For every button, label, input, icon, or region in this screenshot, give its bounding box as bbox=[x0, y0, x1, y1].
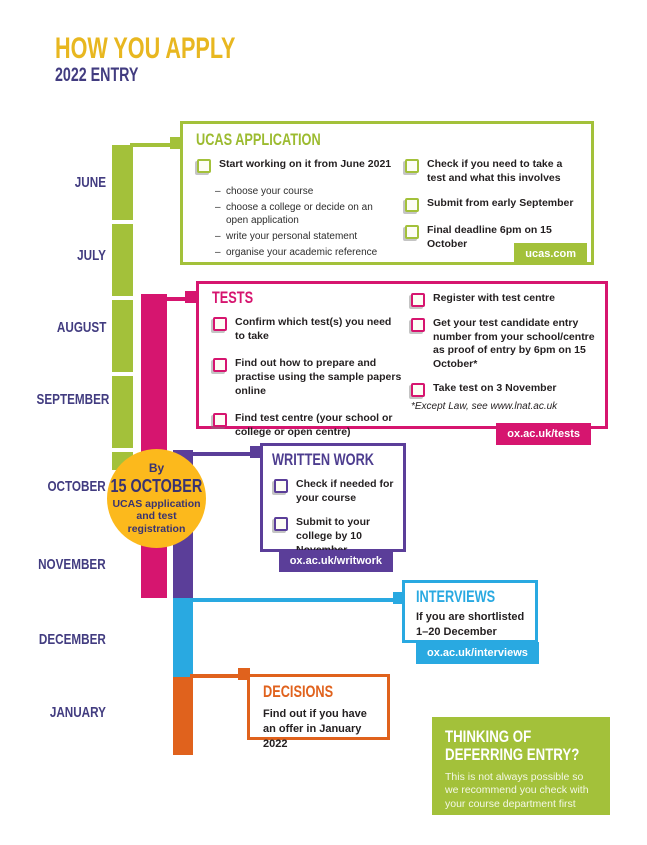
interviews-box: INTERVIEWS If you are shortlisted 1–20 D… bbox=[402, 580, 539, 664]
checklist-item: Start working on it from June 2021 bbox=[197, 158, 397, 173]
month-tick bbox=[112, 372, 133, 376]
ucas-application-box: UCAS APPLICATION Start working on it fro… bbox=[180, 121, 594, 265]
checkbox-icon bbox=[405, 159, 419, 173]
timeline-bar-interviews bbox=[173, 598, 193, 677]
page-title: HOW YOU APPLY bbox=[55, 32, 306, 66]
page-subtitle-text: 2022 ENTRY bbox=[55, 65, 139, 86]
milestone-caption: UCAS application and test registration bbox=[112, 498, 201, 535]
checklist-item: Check if you need to take a test and wha… bbox=[405, 158, 581, 185]
deferring-text: This is not always possible so we recomm… bbox=[445, 770, 589, 810]
checkbox-icon bbox=[213, 358, 227, 373]
written-work-box-title: WRITTEN WORK bbox=[272, 450, 374, 469]
checklist-item-label: Submit from early September bbox=[427, 197, 574, 210]
checkbox-icon bbox=[213, 317, 227, 331]
checklist-item-label: Get your test candidate entry number fro… bbox=[433, 317, 595, 370]
checklist-item-label: Final deadline 6pm on 15 October bbox=[427, 224, 552, 250]
written-work-box: WRITTEN WORK Check if needed for your co… bbox=[260, 443, 406, 572]
checkbox-icon bbox=[405, 225, 419, 240]
checklist-item: Confirm which test(s) you need to take bbox=[213, 316, 403, 343]
checklist-item: Check if needed for your course bbox=[274, 478, 396, 505]
checklist-subitem: organise your academic reference bbox=[215, 246, 397, 259]
tests-link-tag[interactable]: ox.ac.uk/tests bbox=[496, 423, 591, 445]
timeline-bar-ucas bbox=[112, 145, 133, 470]
connector-interviews bbox=[190, 598, 403, 602]
month-label-july: JULY bbox=[77, 247, 106, 264]
checklist-item-label: Start working on it from June 2021 bbox=[219, 158, 392, 170]
checklist-item-label: Find test centre (your school or college… bbox=[235, 412, 393, 438]
ucas-link-tag[interactable]: ucas.com bbox=[514, 243, 587, 265]
checkbox-icon bbox=[411, 293, 425, 307]
page-subtitle: 2022 ENTRY bbox=[55, 65, 166, 87]
timeline-bar-tests bbox=[141, 294, 167, 598]
decisions-box-title: DECISIONS bbox=[263, 682, 334, 701]
month-label-august: AUGUST bbox=[56, 319, 106, 336]
tests-right-column: Register with test centre Get your test … bbox=[411, 292, 599, 412]
checkbox-icon bbox=[411, 382, 425, 397]
interviews-link-tag[interactable]: ox.ac.uk/interviews bbox=[416, 642, 539, 664]
page-title-text: HOW YOU APPLY bbox=[55, 32, 236, 65]
checkbox-icon bbox=[411, 318, 425, 332]
connector-tests bbox=[152, 297, 198, 301]
month-tick bbox=[112, 448, 133, 452]
month-label-november: NOVEMBER bbox=[38, 556, 106, 573]
month-label-september: SEPTEMBER bbox=[36, 391, 110, 408]
checklist-item: Submit to your college by 10 November bbox=[274, 516, 396, 557]
interviews-box-title: INTERVIEWS bbox=[416, 587, 496, 606]
checklist-item: Get your test candidate entry number fro… bbox=[411, 317, 599, 372]
checkbox-icon bbox=[274, 517, 288, 532]
checklist-item-label: Check if needed for your course bbox=[296, 478, 394, 504]
checklist-item: Submit from early September bbox=[405, 197, 581, 213]
ucas-right-column: Check if you need to take a test and wha… bbox=[405, 158, 581, 264]
checkbox-icon bbox=[405, 198, 419, 213]
month-label-january: JANUARY bbox=[49, 704, 106, 721]
deferring-entry-box: THINKING OF DEFERRING ENTRY? This is not… bbox=[432, 717, 610, 815]
connector-ucas bbox=[130, 143, 182, 147]
checklist-item-label: Confirm which test(s) you need to take bbox=[235, 316, 392, 342]
checklist-item: Find test centre (your school or college… bbox=[213, 412, 403, 439]
connector-node-written-work bbox=[250, 446, 262, 458]
checkbox-icon bbox=[213, 413, 227, 428]
connector-decisions bbox=[190, 674, 249, 678]
checkbox-icon bbox=[274, 479, 288, 493]
decisions-text: Find out if you have an offer in January… bbox=[263, 708, 367, 750]
connector-node-tests bbox=[185, 291, 197, 303]
month-tick bbox=[112, 296, 133, 300]
checklist-item: Take test on 3 November bbox=[411, 382, 599, 397]
tests-footnote: *Except Law, see www.lnat.ac.uk bbox=[411, 400, 558, 412]
tests-left-column: Confirm which test(s) you need to take F… bbox=[213, 316, 403, 451]
checklist-subitem: write your personal statement bbox=[215, 230, 397, 243]
tests-box: TESTS Confirm which test(s) you need to … bbox=[196, 281, 608, 445]
checklist-subitem: choose your course bbox=[215, 185, 397, 198]
checklist-item: Register with test centre bbox=[411, 292, 599, 307]
milestone-prefix: By bbox=[148, 461, 165, 476]
decisions-box: DECISIONS Find out if you have an offer … bbox=[247, 674, 390, 750]
checklist-item: Final deadline 6pm on 15 October bbox=[405, 224, 581, 251]
milestone-date: 15 OCTOBER bbox=[110, 476, 203, 497]
checklist-subitem: choose a college or decide on an open ap… bbox=[215, 201, 397, 227]
written-work-items: Check if needed for your course Submit t… bbox=[274, 478, 396, 569]
milestone-circle: By 15 OCTOBER UCAS application and test … bbox=[107, 449, 206, 548]
checklist-item-label: Find out how to prepare and practise usi… bbox=[235, 357, 402, 397]
connector-written-work bbox=[190, 452, 263, 456]
ucas-box-title: UCAS APPLICATION bbox=[196, 130, 321, 149]
tests-box-title: TESTS bbox=[212, 288, 254, 307]
checklist-item-label: Register with test centre bbox=[433, 292, 555, 304]
interviews-text: If you are shortlisted 1–20 December bbox=[416, 611, 525, 638]
ucas-left-column: Start working on it from June 2021 choos… bbox=[197, 158, 397, 262]
checkbox-icon bbox=[197, 159, 211, 173]
deferring-title: THINKING OF DEFERRING ENTRY? bbox=[445, 727, 580, 764]
month-label-october: OCTOBER bbox=[47, 478, 106, 495]
connector-node-ucas bbox=[170, 137, 182, 149]
month-tick bbox=[112, 220, 133, 224]
written-work-link-tag[interactable]: ox.ac.uk/writwork bbox=[278, 550, 393, 572]
timeline-bar-decisions bbox=[173, 677, 193, 755]
month-label-december: DECEMBER bbox=[39, 631, 106, 648]
checklist-item-label: Take test on 3 November bbox=[433, 381, 557, 394]
checklist-item-label: Check if you need to take a test and wha… bbox=[427, 158, 563, 184]
checklist-item: Find out how to prepare and practise usi… bbox=[213, 357, 403, 398]
month-label-june: JUNE bbox=[74, 174, 106, 191]
